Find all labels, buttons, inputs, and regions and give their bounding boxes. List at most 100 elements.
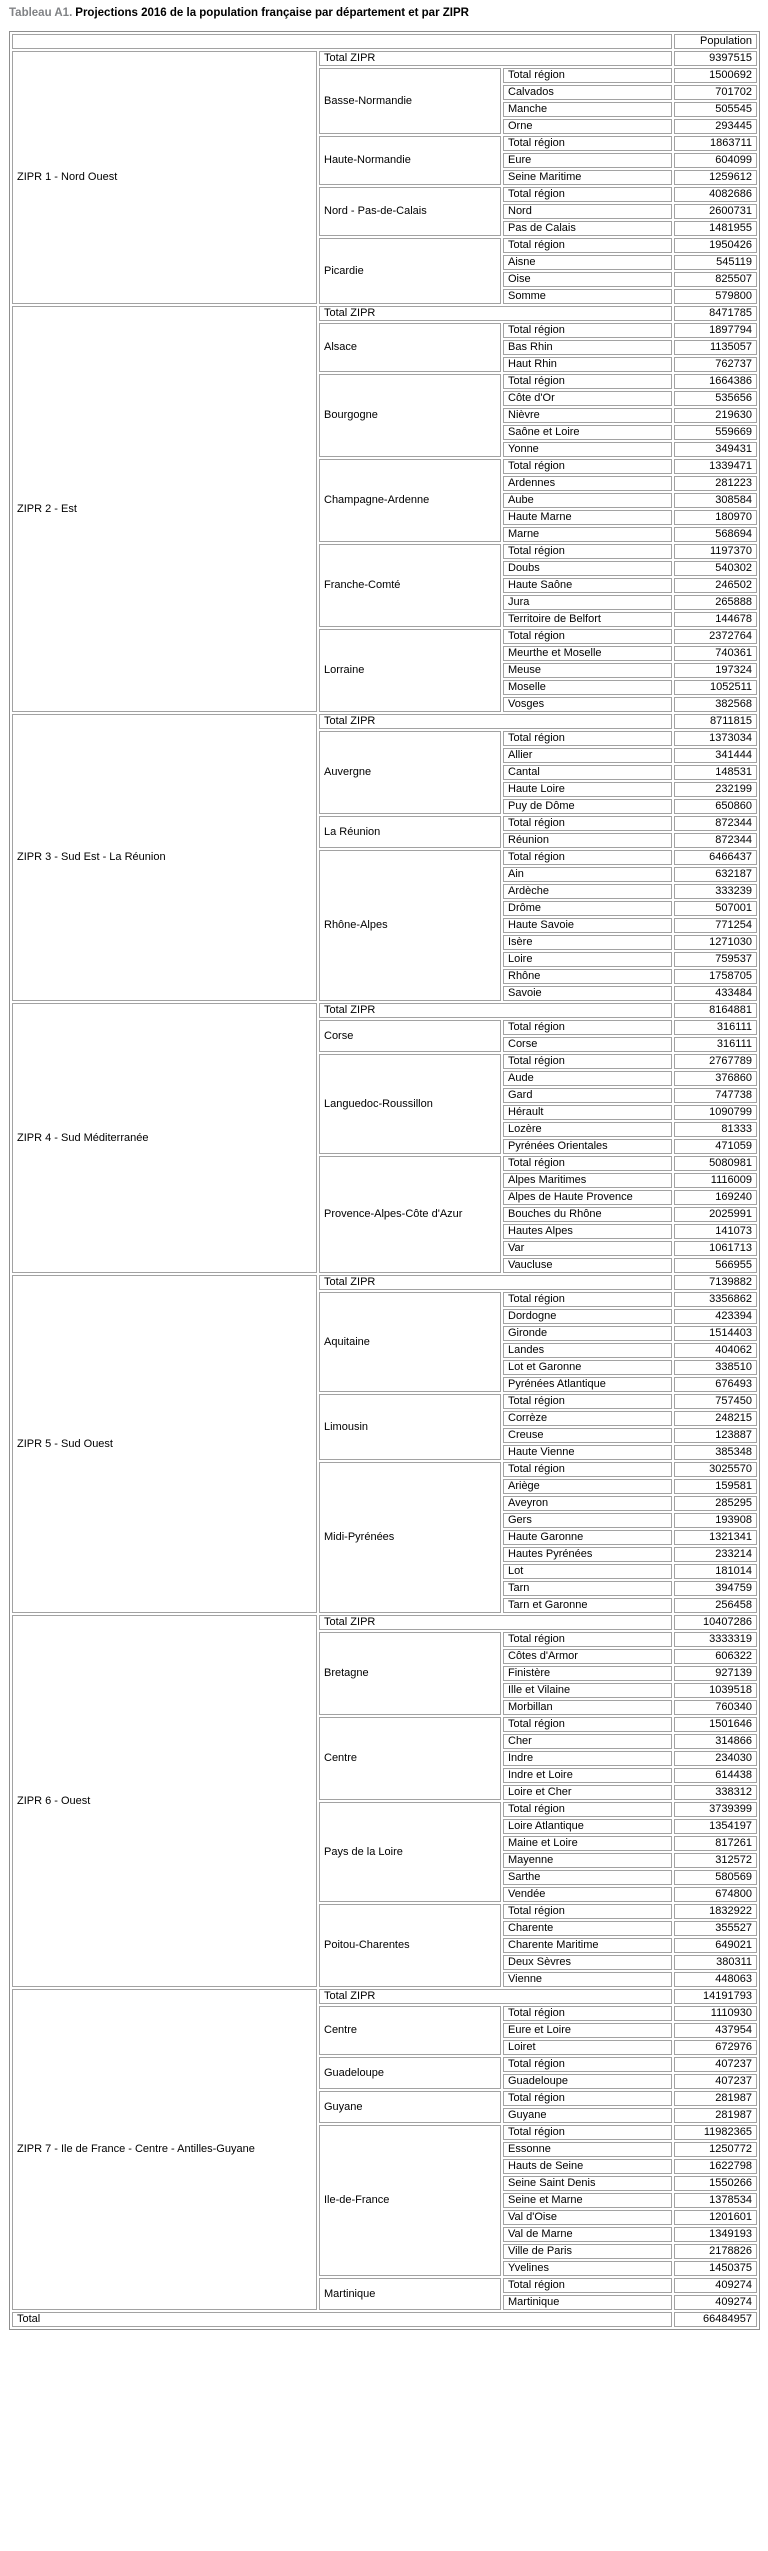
total-zipr-label-cell: Total ZIPR bbox=[319, 714, 672, 729]
total-zipr-label-cell: Total ZIPR bbox=[319, 1615, 672, 1630]
total-region-value-cell: 316111 bbox=[674, 1020, 757, 1035]
department-row: Loiret 672976 bbox=[12, 2040, 757, 2055]
department-name-cell: Pas de Calais bbox=[503, 221, 672, 236]
total-region-value-cell: 1664386 bbox=[674, 374, 757, 389]
department-name-cell: Hautes Pyrénées bbox=[503, 1547, 672, 1562]
department-row: Vaucluse 566955 bbox=[12, 1258, 757, 1273]
department-row: Ville de Paris 2178826 bbox=[12, 2244, 757, 2259]
department-row: Haute Marne 180970 bbox=[12, 510, 757, 525]
department-row: Hauts de Seine 1622798 bbox=[12, 2159, 757, 2174]
department-value-cell: 762737 bbox=[674, 357, 757, 372]
department-value-cell: 285295 bbox=[674, 1496, 757, 1511]
department-row: Cher 314866 bbox=[12, 1734, 757, 1749]
department-value-cell: 265888 bbox=[674, 595, 757, 610]
table-title: Tableau A1. Projections 2016 de la popula… bbox=[9, 6, 768, 20]
department-row: Oise 825507 bbox=[12, 272, 757, 287]
department-value-cell: 507001 bbox=[674, 901, 757, 916]
department-row: Nord 2600731 bbox=[12, 204, 757, 219]
department-name-cell: Aisne bbox=[503, 255, 672, 270]
department-row: Hautes Pyrénées 233214 bbox=[12, 1547, 757, 1562]
department-name-cell: Puy de Dôme bbox=[503, 799, 672, 814]
department-value-cell: 927139 bbox=[674, 1666, 757, 1681]
region-name-cell: Picardie bbox=[319, 238, 501, 304]
department-name-cell: Martinique bbox=[503, 2295, 672, 2310]
department-value-cell: 1250772 bbox=[674, 2142, 757, 2157]
department-name-cell: Essonne bbox=[503, 2142, 672, 2157]
department-row: Guadeloupe 407237 bbox=[12, 2074, 757, 2089]
total-zipr-value-cell: 14191793 bbox=[674, 1989, 757, 2004]
department-name-cell: Somme bbox=[503, 289, 672, 304]
department-row: Charente Maritime 649021 bbox=[12, 1938, 757, 1953]
region-total-row: Ile-de-France Total région 11982365 bbox=[12, 2125, 757, 2276]
department-value-cell: 293445 bbox=[674, 119, 757, 134]
department-row: Aveyron 285295 bbox=[12, 1496, 757, 1511]
grand-total-label-cell: Total bbox=[12, 2312, 672, 2327]
zipr-name-cell: ZIPR 3 - Sud Est - La Réunion bbox=[12, 714, 317, 1001]
department-name-cell: Val d'Oise bbox=[503, 2210, 672, 2225]
total-region-value-cell: 5080981 bbox=[674, 1156, 757, 1171]
department-row: Jura 265888 bbox=[12, 595, 757, 610]
department-row: Gard 747738 bbox=[12, 1088, 757, 1103]
total-region-label-cell: Total région bbox=[503, 374, 672, 389]
table-title-text: Projections 2016 de la population frança… bbox=[75, 7, 469, 19]
population-table: Population ZIPR 1 - Nord Ouest Total ZIPR 9… bbox=[9, 31, 760, 2330]
department-value-cell: 159581 bbox=[674, 1479, 757, 1494]
department-value-cell: 566955 bbox=[674, 1258, 757, 1273]
total-zipr-label-cell: Total ZIPR bbox=[319, 1003, 672, 1018]
department-name-cell: Réunion bbox=[503, 833, 672, 848]
department-name-cell: Meurthe et Moselle bbox=[503, 646, 672, 661]
total-region-value-cell: 3025570 bbox=[674, 1462, 757, 1477]
department-name-cell: Meuse bbox=[503, 663, 672, 678]
department-name-cell: Morbillan bbox=[503, 1700, 672, 1715]
department-name-cell: Ardennes bbox=[503, 476, 672, 491]
department-name-cell: Charente bbox=[503, 1921, 672, 1936]
department-name-cell: Tarn bbox=[503, 1581, 672, 1596]
department-name-cell: Gers bbox=[503, 1513, 672, 1528]
department-name-cell: Nièvre bbox=[503, 408, 672, 423]
department-row: Creuse 123887 bbox=[12, 1428, 757, 1443]
total-region-label-cell: Total région bbox=[503, 136, 672, 151]
total-region-label-cell: Total région bbox=[503, 1802, 672, 1817]
total-region-label-cell: Total région bbox=[503, 1292, 672, 1307]
department-row: Puy de Dôme 650860 bbox=[12, 799, 757, 814]
department-row: Rhône 1758705 bbox=[12, 969, 757, 984]
department-row: Haute Vienne 385348 bbox=[12, 1445, 757, 1460]
department-row: Territoire de Belfort 144678 bbox=[12, 612, 757, 627]
department-value-cell: 760340 bbox=[674, 1700, 757, 1715]
region-total-row: Guadeloupe Total région 407237 bbox=[12, 2057, 757, 2089]
department-value-cell: 141073 bbox=[674, 1224, 757, 1239]
total-region-label-cell: Total région bbox=[503, 1020, 672, 1035]
total-region-value-cell: 757450 bbox=[674, 1394, 757, 1409]
total-region-label-cell: Total région bbox=[503, 1632, 672, 1647]
department-name-cell: Ain bbox=[503, 867, 672, 882]
region-total-row: Guyane Total région 281987 bbox=[12, 2091, 757, 2123]
department-name-cell: Alpes de Haute Provence bbox=[503, 1190, 672, 1205]
department-value-cell: 308584 bbox=[674, 493, 757, 508]
grand-total-value-cell: 66484957 bbox=[674, 2312, 757, 2327]
department-name-cell: Hérault bbox=[503, 1105, 672, 1120]
department-row: Guyane 281987 bbox=[12, 2108, 757, 2123]
region-name-cell: Auvergne bbox=[319, 731, 501, 814]
department-name-cell: Orne bbox=[503, 119, 672, 134]
department-row: Moselle 1052511 bbox=[12, 680, 757, 695]
department-row: Charente 355527 bbox=[12, 1921, 757, 1936]
department-value-cell: 1201601 bbox=[674, 2210, 757, 2225]
department-name-cell: Corrèze bbox=[503, 1411, 672, 1426]
total-region-label-cell: Total région bbox=[503, 544, 672, 559]
department-value-cell: 1550266 bbox=[674, 2176, 757, 2191]
department-name-cell: Vaucluse bbox=[503, 1258, 672, 1273]
department-value-cell: 1052511 bbox=[674, 680, 757, 695]
department-row: Haute Saône 246502 bbox=[12, 578, 757, 593]
region-name-cell: Rhône-Alpes bbox=[319, 850, 501, 1001]
department-name-cell: Marne bbox=[503, 527, 672, 542]
department-row: Savoie 433484 bbox=[12, 986, 757, 1001]
department-row: Tarn et Garonne 256458 bbox=[12, 1598, 757, 1613]
department-name-cell: Yonne bbox=[503, 442, 672, 457]
department-value-cell: 1135057 bbox=[674, 340, 757, 355]
region-total-row: Champagne-Ardenne Total région 1339471 bbox=[12, 459, 757, 542]
department-name-cell: Guadeloupe bbox=[503, 2074, 672, 2089]
total-zipr-value-cell: 8711815 bbox=[674, 714, 757, 729]
region-total-row: Rhône-Alpes Total région 6466437 bbox=[12, 850, 757, 1001]
department-value-cell: 568694 bbox=[674, 527, 757, 542]
department-value-cell: 1354197 bbox=[674, 1819, 757, 1834]
